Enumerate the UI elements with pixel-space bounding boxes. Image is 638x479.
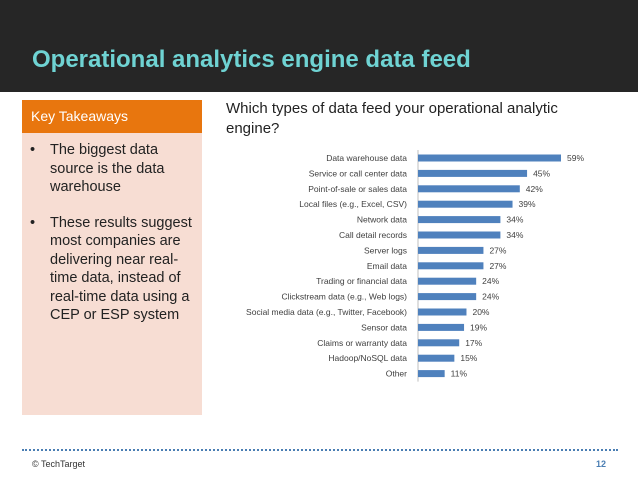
takeaways-list: • The biggest data source is the data war…: [28, 141, 196, 325]
bar: [418, 308, 467, 316]
chart-title: Which types of data feed your operationa…: [226, 100, 558, 137]
data-label: 11%: [451, 369, 468, 379]
bar: [418, 154, 561, 162]
bar: [418, 370, 445, 378]
category-label: Sensor data: [361, 322, 407, 332]
category-label: Social media data (e.g., Twitter, Facebo…: [246, 307, 407, 317]
title-bar: Operational analytics engine data feed: [0, 0, 638, 92]
category-label: Email data: [367, 261, 407, 271]
bar: [418, 262, 484, 270]
data-label: 24%: [482, 292, 499, 302]
category-label: Service or call center data: [309, 168, 408, 178]
takeaway-text: The biggest data source is the data ware…: [50, 142, 165, 195]
category-label: Claims or warranty data: [317, 338, 407, 348]
slide-title: Operational analytics engine data feed: [32, 46, 471, 73]
category-label: Clickstream data (e.g., Web logs): [282, 292, 408, 302]
category-label: Local files (e.g., Excel, CSV): [299, 199, 407, 209]
category-label: Network data: [357, 215, 407, 225]
bar: [418, 216, 501, 224]
category-label: Trading or financial data: [316, 276, 407, 286]
data-label: 27%: [489, 245, 506, 255]
data-label: 59%: [567, 153, 584, 163]
data-label: 19%: [470, 322, 487, 332]
category-label: Call detail records: [339, 230, 407, 240]
bar: [418, 277, 477, 285]
category-label: Hadoop/NoSQL data: [328, 353, 407, 363]
bar: [418, 200, 513, 208]
bullet: •: [30, 214, 36, 231]
data-label: 34%: [506, 215, 523, 225]
category-label: Data warehouse data: [326, 153, 407, 163]
category-label: Server logs: [364, 245, 407, 255]
bar: [418, 185, 520, 193]
data-label: 15%: [460, 353, 477, 363]
takeaway-item: • These results suggest most companies ar…: [28, 214, 196, 325]
copyright: © TechTarget: [32, 459, 85, 469]
bar: [418, 169, 528, 177]
category-label: Other: [386, 369, 407, 379]
data-label: 39%: [519, 199, 536, 209]
page-number: 12: [596, 459, 607, 469]
takeaways-heading: Key Takeaways: [22, 100, 202, 133]
data-label: 24%: [482, 276, 499, 286]
bar: [418, 231, 501, 239]
data-label: 42%: [526, 184, 543, 194]
data-label: 27%: [489, 261, 506, 271]
takeaway-item: • The biggest data source is the data war…: [28, 141, 196, 197]
bar: [418, 339, 460, 347]
data-label: 20%: [472, 307, 489, 317]
bullet: •: [30, 142, 36, 158]
footer-divider: [22, 449, 618, 451]
bar: [418, 323, 465, 331]
bar: [418, 293, 477, 301]
bar: [418, 246, 484, 254]
data-label: 45%: [533, 168, 550, 178]
category-label: Point-of-sale or sales data: [308, 184, 407, 194]
takeaway-text: These results suggest most companies are…: [50, 214, 192, 324]
data-label: 34%: [506, 230, 523, 240]
takeaways-panel: • The biggest data source is the data war…: [22, 133, 202, 415]
data-label: 17%: [465, 338, 482, 348]
bar: [418, 354, 455, 362]
